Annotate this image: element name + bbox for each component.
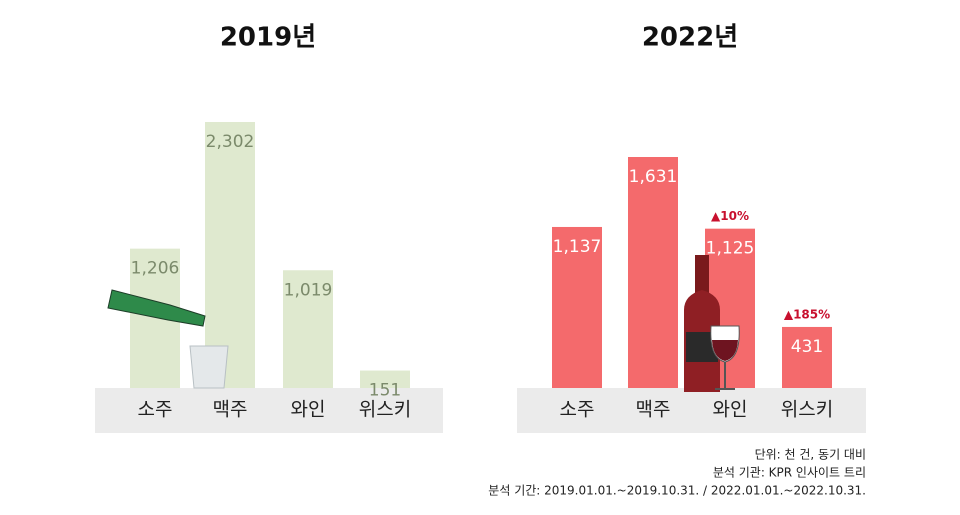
value-label: 1,125 (706, 239, 755, 259)
x-tick-label: 맥주 (636, 399, 671, 421)
value-label: 1,137 (553, 237, 602, 257)
chart-title: 2022년 (642, 23, 738, 53)
category-band (95, 388, 443, 433)
bar (552, 226, 602, 388)
x-tick-label: 소주 (560, 399, 595, 421)
x-tick-label: 위스키 (359, 399, 411, 421)
bar (628, 157, 678, 388)
annotation: ▲10% (711, 209, 749, 223)
value-label: 2,302 (206, 132, 255, 152)
bar (782, 326, 832, 388)
value-label: 1,206 (131, 259, 180, 279)
x-tick-label: 맥주 (213, 399, 248, 421)
footnote: 단위: 천 건, 동기 대비 (755, 447, 866, 462)
chart-title: 2019년 (220, 23, 316, 53)
bar (283, 270, 333, 388)
value-label: 1,019 (284, 280, 333, 300)
bottle-illustration (107, 289, 206, 327)
wine-illustration (684, 255, 740, 392)
bar (360, 370, 410, 388)
annotation: ▲185% (784, 307, 830, 321)
footnote: 분석 기간: 2019.01.01.~2019.10.31. / 2022.01… (488, 484, 866, 498)
x-tick-label: 위스키 (781, 399, 833, 421)
glass-illustration (189, 345, 229, 389)
x-tick-label: 소주 (138, 399, 173, 421)
x-tick-label: 와인 (291, 399, 326, 421)
bar (205, 122, 255, 388)
bars (130, 122, 832, 388)
value-label: 151 (369, 381, 401, 401)
x-tick-label: 와인 (713, 399, 748, 421)
value-label: 1,631 (629, 167, 678, 187)
footnote: 분석 기관: KPR 인사이트 트리 (713, 466, 866, 480)
value-label: 431 (791, 337, 823, 357)
category-band (517, 388, 866, 433)
